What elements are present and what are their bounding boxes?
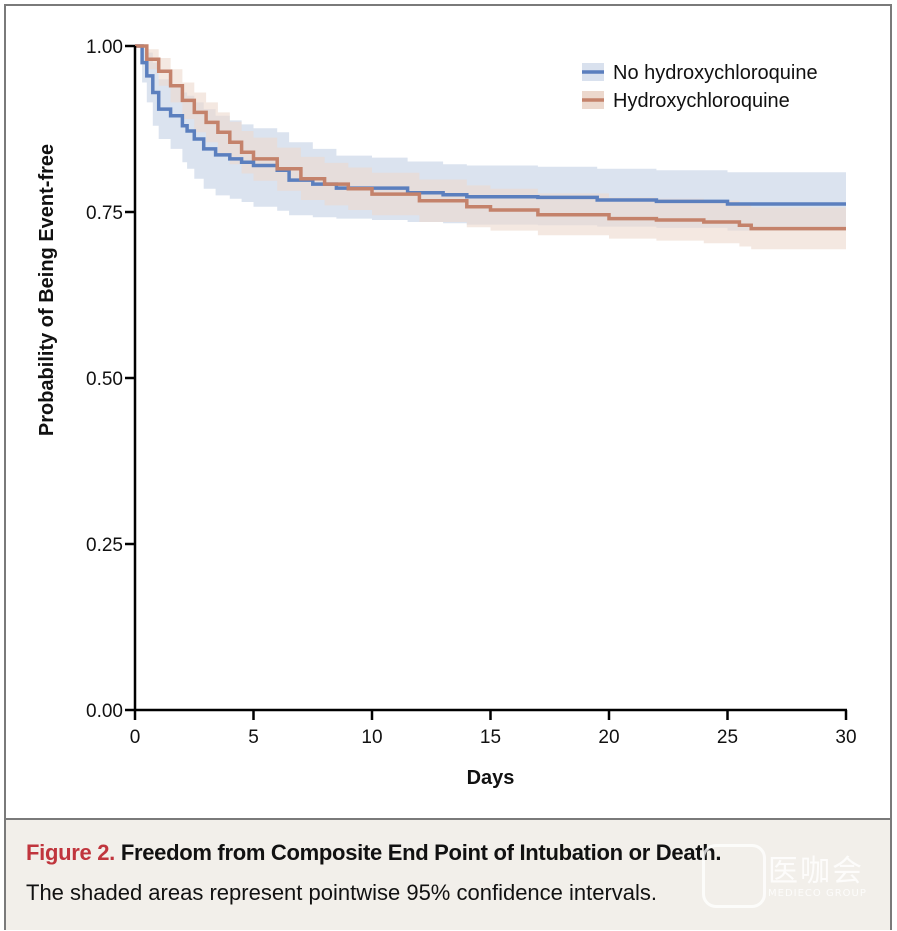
plot-area: 0 5 10 15 20 25 30 0.00 0.25 0.50 0.75 1.00 Days P… — [6, 6, 890, 818]
confidence-band-hcq — [135, 46, 846, 250]
y-tick-label: 0.25 — [86, 535, 123, 556]
x-tick-label: 25 — [717, 727, 738, 748]
x-ticks: 0 5 10 15 20 25 30 — [130, 710, 857, 748]
watermark-subtext: MEDIECO GROUP — [768, 888, 867, 899]
y-tick-label: 0.75 — [86, 203, 123, 224]
km-chart: 0 5 10 15 20 25 30 0.00 0.25 0.50 0.75 1.00 Days P… — [36, 37, 857, 789]
x-tick-label: 5 — [248, 727, 259, 748]
figure-frame: 0 5 10 15 20 25 30 0.00 0.25 0.50 0.75 1.00 Days P… — [4, 4, 892, 930]
legend: No hydroxychloroquine Hydroxychloroquine — [582, 62, 818, 112]
legend-label: No hydroxychloroquine — [613, 62, 818, 84]
x-tick-label: 20 — [598, 727, 619, 748]
y-axis-title: Probability of Being Event-free — [36, 144, 58, 436]
legend-label: Hydroxychloroquine — [613, 90, 790, 112]
survival-line-hcq — [135, 44, 846, 231]
y-tick-label: 0.50 — [86, 369, 123, 390]
y-ticks: 0.00 0.25 0.50 0.75 1.00 — [86, 37, 135, 722]
caption-title: Freedom from Composite End Point of Intu… — [120, 840, 722, 865]
y-tick-label: 1.00 — [86, 37, 123, 58]
x-tick-label: 0 — [130, 727, 141, 748]
x-tick-label: 30 — [835, 727, 856, 748]
x-axis-title: Days — [467, 767, 515, 789]
survival-line-no-hcq — [135, 44, 846, 206]
figure-label: Figure 2. — [26, 840, 115, 865]
caption-title-line: Figure 2. Freedom from Composite End Poi… — [26, 840, 722, 866]
watermark: 医咖会 MEDIECO GROUP — [702, 844, 872, 914]
x-tick-label: 10 — [361, 727, 382, 748]
watermark-text: 医咖会 — [768, 854, 864, 889]
y-tick-label: 0.00 — [86, 701, 123, 722]
survival-curves — [135, 44, 846, 231]
x-tick-label: 15 — [480, 727, 501, 748]
watermark-logo-icon — [702, 844, 766, 908]
figure-caption: Figure 2. Freedom from Composite End Poi… — [6, 818, 890, 930]
caption-subtitle: The shaded areas represent pointwise 95%… — [26, 880, 658, 905]
